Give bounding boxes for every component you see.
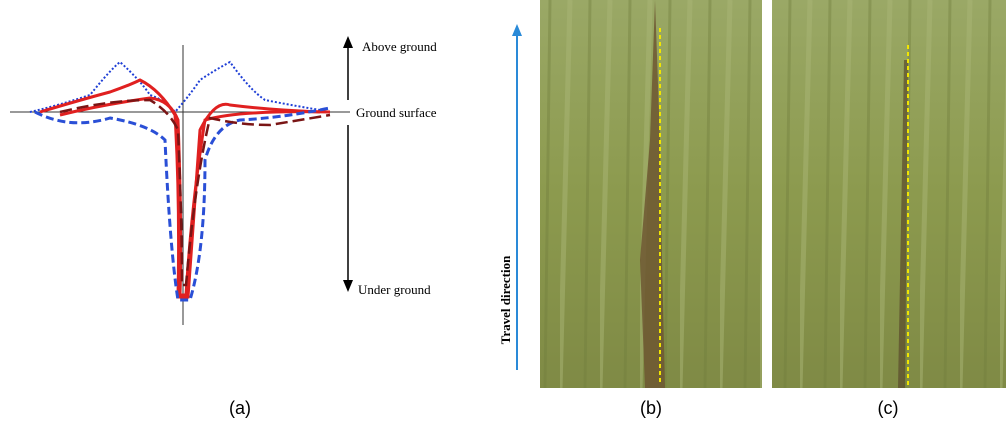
- arrow-head: [512, 24, 522, 36]
- figure: Above ground Ground surface Under ground…: [0, 0, 1006, 423]
- label: Travel direction: [498, 255, 513, 344]
- caption: (a): [229, 398, 251, 418]
- curve-dotted: [30, 62, 320, 112]
- photo-b: [540, 0, 762, 388]
- label: Above ground: [362, 39, 437, 54]
- curve-dashed-brown: [60, 100, 330, 285]
- profile-diagram: Above ground Ground surface Under ground: [10, 36, 437, 325]
- caption: (b): [640, 398, 662, 418]
- label: Ground surface: [356, 105, 437, 120]
- grass: [772, 0, 1006, 388]
- caption: (c): [878, 398, 899, 418]
- arrow-head: [343, 36, 353, 48]
- label: Under ground: [358, 282, 431, 297]
- photo-c: [772, 0, 1006, 388]
- arrow-head: [343, 280, 353, 292]
